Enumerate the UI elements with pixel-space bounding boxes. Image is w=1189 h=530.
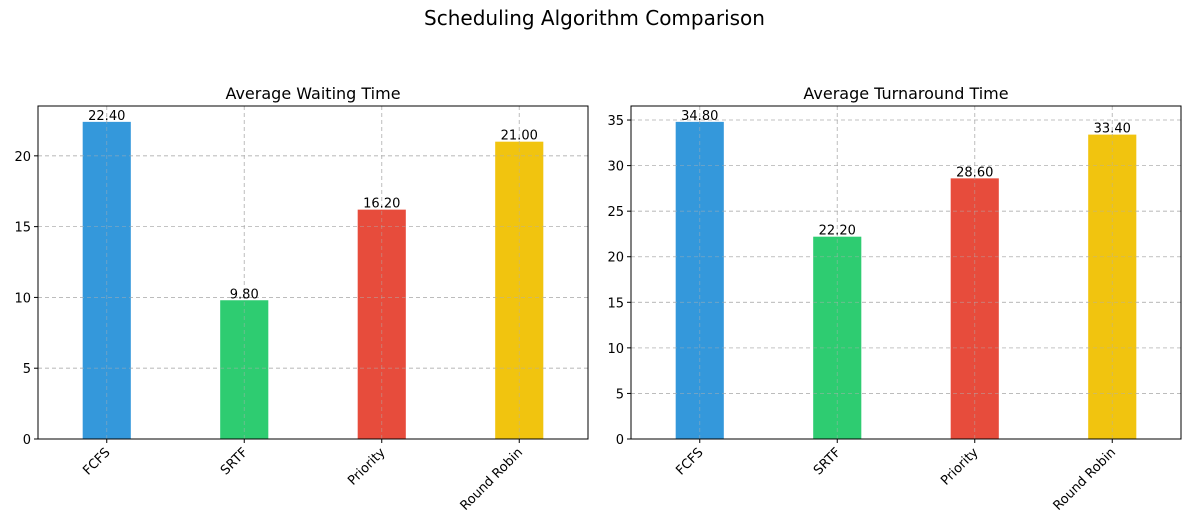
chart2-bar-priority [950,178,999,439]
chart1-ytick-label: 15 [14,221,31,236]
figure-title: Scheduling Algorithm Comparison [424,6,765,30]
chart2-ytick-label: 30 [607,160,624,175]
chart2-value-label: 33.40 [1094,122,1131,137]
chart1-value-label: 16.20 [363,197,400,212]
chart2-ytick-label: 10 [607,342,624,357]
chart1-title: Average Waiting Time [225,84,400,103]
chart1-xtick-label: SRTF [218,445,251,478]
chart1-ytick-label: 10 [14,291,31,306]
chart2-ytick-label: 25 [607,205,624,220]
chart1-xtick-label: Round Robin [458,445,526,513]
chart2-xtick-label: Round Robin [1051,445,1119,513]
chart1-bar-srtf [220,300,269,439]
chart2-value-label: 34.80 [681,109,718,124]
chart2-ytick-label: 15 [607,296,624,311]
chart1-ytick-label: 0 [23,433,31,448]
chart1-value-label: 22.40 [88,109,125,124]
chart1-ytick-label: 5 [23,362,31,377]
chart2-xtick-label: SRTF [811,445,844,478]
chart2-xtick-label: FCFS [673,445,706,478]
chart1-xtick-label: FCFS [80,445,113,478]
chart2-title: Average Turnaround Time [803,84,1008,103]
chart2-value-label: 28.60 [956,165,993,180]
chart1-value-label: 9.80 [230,287,259,302]
chart2-xtick-label: Priority [938,445,982,489]
chart1-ytick-label: 20 [14,150,31,165]
chart2-ytick-label: 0 [616,433,624,448]
chart1-xtick-label: Priority [345,445,389,489]
chart2-value-label: 22.20 [819,224,856,239]
chart2-axes-frame [630,105,1182,440]
chart1-value-label: 21.00 [501,129,538,144]
chart2-ytick-label: 5 [616,387,624,402]
chart2-ytick-label: 35 [607,114,624,129]
chart2-ytick-label: 20 [607,251,624,266]
chart1-axes-frame [37,105,589,440]
